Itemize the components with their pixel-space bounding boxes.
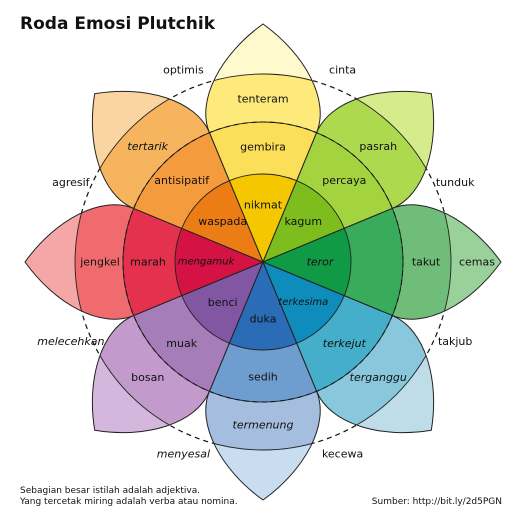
- ring-boundary-0-5: [181, 295, 230, 344]
- petal-2-middle-label: takut: [412, 256, 441, 269]
- petal-1-middle-label: pasrah: [359, 140, 397, 153]
- ring-boundary-0-1: [296, 180, 345, 229]
- dyad-label-2: takjub: [438, 335, 472, 348]
- petal-1-outline: [262, 90, 435, 263]
- petal-3-core-segment: [263, 262, 351, 350]
- footnote-line-1: Sebagian besar istilah adalah adjektiva.: [20, 486, 201, 496]
- ring-boundary-0-6: [174, 228, 183, 296]
- petal-3-core-label: terkesima: [278, 297, 328, 308]
- footnote: Sebagian besar istilah adalah adjektiva.…: [20, 486, 238, 508]
- page-title: Roda Emosi Plutchik: [20, 14, 216, 34]
- footnote-line-2: Yang tercetak miring adalah verba atau n…: [20, 497, 238, 507]
- petal-1-core-label: kagum: [285, 215, 323, 228]
- dyad-label-6: agresif: [52, 176, 91, 189]
- petal-0-core-label: nikmat: [244, 199, 283, 212]
- ring-boundary-0-2: [343, 228, 352, 296]
- petal-2-outer-label: cemas: [459, 256, 495, 269]
- petal-3-inner-segment: [263, 262, 403, 402]
- petal-3-outline: [262, 261, 435, 434]
- ring-boundary-0-4: [229, 342, 297, 351]
- dyad-label-1: tunduk: [436, 176, 475, 189]
- source-credit: Sumber: http://bit.ly/2d5PGN: [371, 497, 502, 507]
- petal-5-middle-label: bosan: [131, 371, 164, 384]
- petal-7-inner-segment: [123, 122, 263, 262]
- petal-3-middle-label: terganggu: [350, 371, 407, 384]
- ring-boundary-0-0: [229, 173, 297, 182]
- dyad-label-0: cinta: [329, 63, 356, 76]
- ring-boundary-0-7: [181, 180, 230, 229]
- petal-6-middle-label: jengkel: [79, 256, 120, 269]
- petal-4-inner-label: sedih: [248, 371, 278, 384]
- petal-7-inner-label: antisipatif: [154, 174, 210, 187]
- petal-1-inner-segment: [263, 122, 403, 262]
- petal-2-core-label: teror: [307, 256, 335, 269]
- petal-1-core-segment: [263, 174, 351, 262]
- dyad-label-5: melecehkan: [37, 335, 104, 348]
- ring-boundary-0-3: [296, 295, 345, 344]
- petal-5-core-segment: [175, 262, 263, 350]
- petal-7-outline: [91, 90, 264, 263]
- petal-5-outline: [91, 261, 264, 434]
- petal-2-outline: [261, 204, 502, 320]
- dyad-label-3: kecewa: [322, 448, 363, 461]
- petal-6-inner-label: marah: [130, 256, 166, 269]
- petal-5-inner-label: muak: [166, 337, 197, 350]
- petal-6-outline: [24, 204, 265, 320]
- petal-7-core-label: waspada: [198, 215, 247, 228]
- dyad-label-7: optimis: [163, 63, 204, 76]
- petal-1-inner-label: percaya: [322, 174, 366, 187]
- petal-7-middle-label: tertarik: [127, 140, 168, 153]
- petal-6-core-label: mengamuk: [178, 257, 236, 268]
- petal-5-inner-segment: [123, 262, 263, 402]
- petal-0-outline: [205, 23, 321, 264]
- petal-4-middle-label: termenung: [233, 419, 294, 432]
- dyad-label-4: menyesal: [157, 448, 210, 461]
- petal-5-core-label: benci: [208, 296, 238, 309]
- petal-0-inner-label: gembira: [240, 141, 286, 154]
- petal-7-core-segment: [175, 174, 263, 262]
- inner-dashed-ring: [122, 121, 404, 403]
- petal-4-core-label: duka: [250, 313, 277, 326]
- petal-4-outline: [205, 260, 321, 501]
- petal-3-inner-label: terkejut: [323, 337, 367, 350]
- petal-0-middle-label: tenteram: [237, 93, 288, 106]
